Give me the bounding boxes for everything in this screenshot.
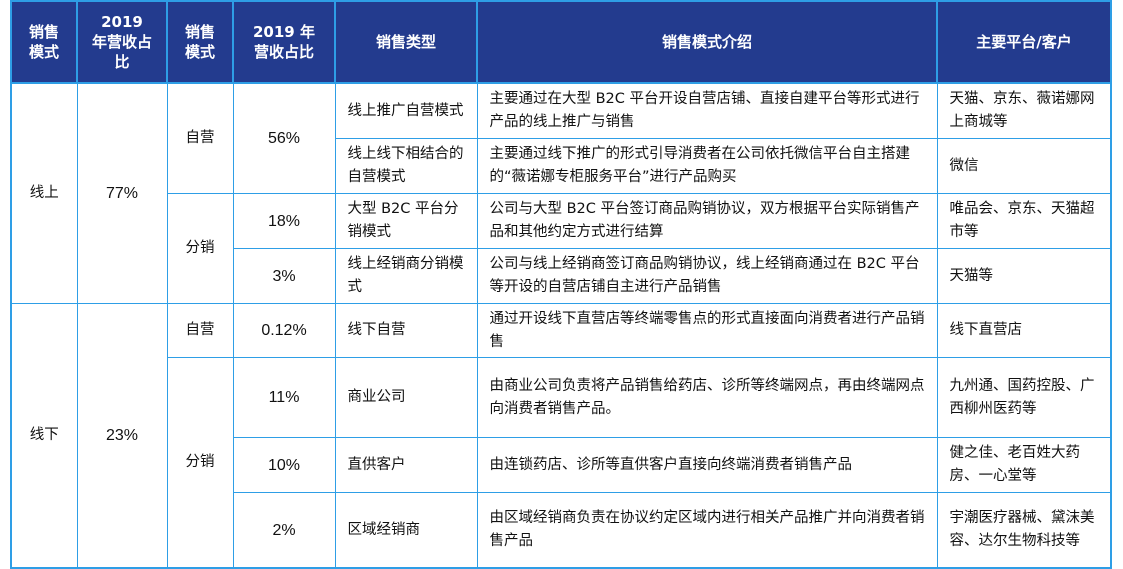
- row-share: 11%: [232, 357, 336, 438]
- row-description: 公司与大型 B2C 平台签订商品购销协议，双方根据平台实际销售产品和其他约定方式…: [476, 193, 938, 249]
- header-main-platform: 主要平台/客户: [936, 0, 1112, 84]
- sub-online-self-share: 56%: [232, 82, 336, 194]
- row-share: 2%: [232, 492, 336, 569]
- row-sales-type: 线下自营: [334, 303, 478, 358]
- row-description: 由商业公司负责将产品销售给药店、诊所等终端网点，再由终端网点向消费者销售产品。: [476, 357, 938, 438]
- header-sub-sales-mode: 销售模式: [166, 0, 234, 84]
- header-sales-mode: 销售模式: [10, 0, 78, 84]
- table-row: 3% 线上经销商分销模式 公司与线上经销商签订商品购销协议，线上经销商通过在 B…: [11, 248, 1112, 304]
- row-platform: 天猫等: [936, 248, 1112, 304]
- row-sales-type: 大型 B2C 平台分销模式: [334, 193, 478, 249]
- sub-offline-dist-label: 分销: [166, 357, 234, 569]
- row-description: 公司与线上经销商签订商品购销协议，线上经销商通过在 B2C 平台等开设的自营店铺…: [476, 248, 938, 304]
- sales-mode-table-container: 销售模式 2019 年营收占比 销售模式 2019 年营收占比 销售类型 销售模…: [10, 0, 1112, 569]
- row-description: 通过开设线下直营店等终端零售点的形式直接面向消费者进行产品销售: [476, 303, 938, 358]
- group-online-label: 线上: [10, 82, 78, 304]
- table-row: 10% 直供客户 由连锁药店、诊所等直供客户直接向终端消费者销售产品 健之佳、老…: [11, 437, 1112, 493]
- table-row: 线上 77% 自营 56% 线上推广自营模式 主要通过在大型 B2C 平台开设自…: [10, 82, 1112, 304]
- header-sub-revenue-share: 2019 年营收占比: [232, 0, 336, 84]
- table-row: 分销 18% 大型 B2C 平台分销模式 公司与大型 B2C 平台签订商品购销协…: [11, 193, 1112, 304]
- table-row: 分销 11% 商业公司 由商业公司负责将产品销售给药店、诊所等终端网点，再由终端…: [11, 357, 1112, 569]
- row-sales-type: 直供客户: [334, 437, 478, 493]
- row-sales-type: 商业公司: [334, 357, 478, 438]
- header-mode-description: 销售模式介绍: [476, 0, 938, 84]
- sub-online-self-label: 自营: [166, 82, 234, 194]
- table-row: 线下 23% 自营 0.12% 线下自营 通过开设线下直营店等终端零售点的形式直…: [10, 303, 1112, 569]
- row-sales-type: 线上推广自营模式: [334, 82, 478, 139]
- row-platform: 健之佳、老百姓大药房、一心堂等: [936, 437, 1112, 493]
- table-row: 2% 区域经销商 由区域经销商负责在协议约定区域内进行相关产品推广并向消费者销售…: [11, 492, 1112, 569]
- group-offline-label: 线下: [10, 303, 78, 569]
- row-sales-type: 区域经销商: [334, 492, 478, 569]
- row-description: 主要通过在大型 B2C 平台开设自营店铺、直接自建平台等形式进行产品的线上推广与…: [476, 82, 938, 139]
- table-row: 线上线下相结合的自营模式 主要通过线下推广的形式引导消费者在公司依托微信平台自主…: [11, 138, 1112, 194]
- row-description: 主要通过线下推广的形式引导消费者在公司依托微信平台自主搭建的“薇诺娜专柜服务平台…: [476, 138, 938, 194]
- header-revenue-share: 2019 年营收占比: [76, 0, 168, 84]
- row-platform: 天猫、京东、薇诺娜网上商城等: [936, 82, 1112, 139]
- sub-offline-self-label: 自营: [166, 303, 234, 358]
- group-offline-share: 23%: [76, 303, 168, 569]
- header-sales-type: 销售类型: [334, 0, 478, 84]
- row-share: 10%: [232, 437, 336, 493]
- row-platform: 线下直营店: [936, 303, 1112, 358]
- row-platform: 九州通、国药控股、广西柳州医药等: [936, 357, 1112, 438]
- group-online-share: 77%: [76, 82, 168, 304]
- row-description: 由连锁药店、诊所等直供客户直接向终端消费者销售产品: [476, 437, 938, 493]
- row-platform: 宇潮医疗器械、黛沫美容、达尔生物科技等: [936, 492, 1112, 569]
- row-sales-type: 线上经销商分销模式: [334, 248, 478, 304]
- row-platform: 唯品会、京东、天猫超市等: [936, 193, 1112, 249]
- row-share: 3%: [232, 248, 336, 304]
- row-share: 18%: [232, 193, 336, 249]
- row-share: 0.12%: [232, 303, 336, 358]
- row-sales-type: 线上线下相结合的自营模式: [334, 138, 478, 194]
- row-description: 由区域经销商负责在协议约定区域内进行相关产品推广并向消费者销售产品: [476, 492, 938, 569]
- sub-online-dist-label: 分销: [166, 193, 234, 304]
- sales-mode-table: 销售模式 2019 年营收占比 销售模式 2019 年营收占比 销售类型 销售模…: [10, 0, 1112, 569]
- row-platform: 微信: [936, 138, 1112, 194]
- header-row: 销售模式 2019 年营收占比 销售模式 2019 年营收占比 销售类型 销售模…: [10, 0, 1112, 84]
